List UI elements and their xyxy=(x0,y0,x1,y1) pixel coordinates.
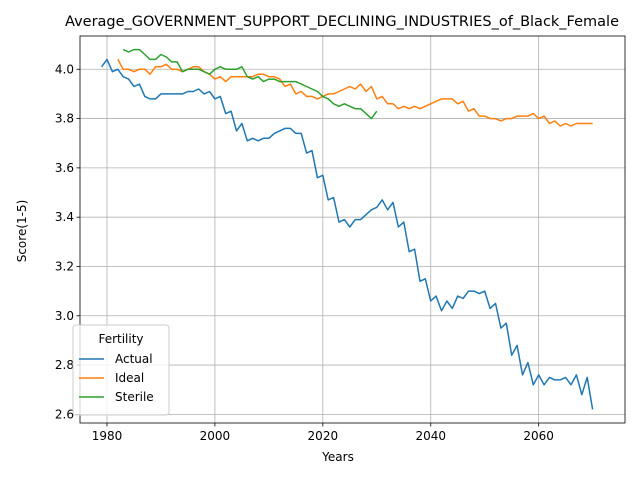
y-tick-label: 3.4 xyxy=(55,210,74,224)
x-tick-label: 2040 xyxy=(415,429,446,443)
series-line-actual xyxy=(100,58,594,410)
y-tick-label: 3.8 xyxy=(55,112,74,126)
legend-label-ideal: Ideal xyxy=(115,371,144,385)
legend-label-sterile: Sterile xyxy=(115,390,154,404)
series-line-sterile xyxy=(122,48,378,120)
grid-lines xyxy=(80,36,625,423)
legend: Fertility Actual Ideal Sterile xyxy=(72,324,170,416)
legend-box xyxy=(72,324,170,416)
y-axis-title: Score(1-5) xyxy=(15,200,29,263)
x-axis-title: Years xyxy=(321,450,354,464)
y-tick-label: 2.6 xyxy=(55,407,74,421)
x-tick-label: 2000 xyxy=(200,429,231,443)
y-tick-label: 3.2 xyxy=(55,259,74,273)
legend-title: Fertility xyxy=(98,332,143,346)
x-tick-label: 2020 xyxy=(308,429,339,443)
series-line-ideal xyxy=(117,59,593,127)
x-tick-label: 2060 xyxy=(523,429,554,443)
series-lines xyxy=(100,48,594,410)
x-axis-ticks: 1980 2000 2020 2040 2060 xyxy=(92,423,554,443)
plot-area-frame xyxy=(79,35,626,424)
y-tick-label: 3.6 xyxy=(55,161,74,175)
y-tick-label: 4.0 xyxy=(55,62,74,76)
legend-label-actual: Actual xyxy=(115,352,153,366)
x-tick-label: 1980 xyxy=(92,429,123,443)
y-tick-label: 2.8 xyxy=(55,358,74,372)
chart-title: Average_GOVERNMENT_SUPPORT_DECLINING_IND… xyxy=(65,14,619,30)
y-axis-ticks: 2.6 2.8 3.0 3.2 3.4 3.6 3.8 4.0 xyxy=(55,62,80,421)
y-tick-label: 3.0 xyxy=(55,309,74,323)
